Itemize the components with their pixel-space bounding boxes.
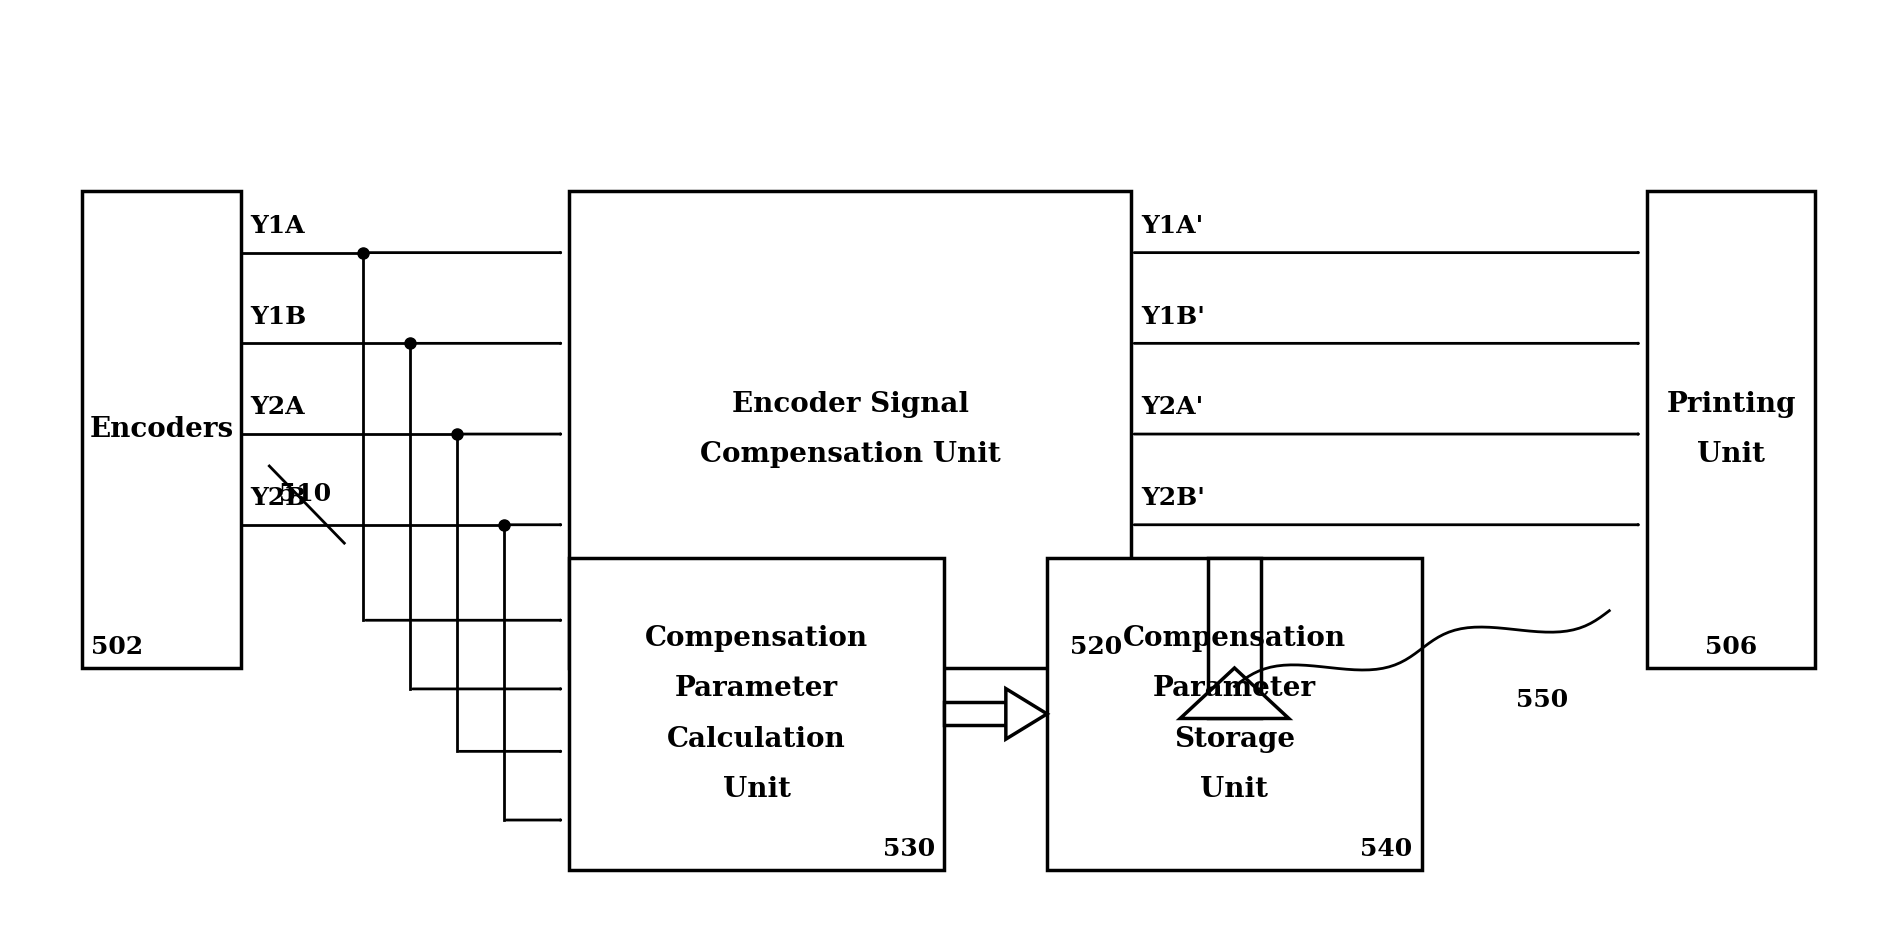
Text: 520: 520 — [1070, 635, 1121, 659]
Text: Compensation: Compensation — [646, 624, 868, 651]
Bar — [1208, 558, 1261, 719]
Text: Printing: Printing — [1667, 391, 1795, 418]
Bar — [1646, 190, 1816, 668]
Text: Y2A: Y2A — [251, 395, 306, 419]
Bar — [568, 558, 944, 870]
Text: Parameter: Parameter — [676, 675, 838, 702]
Polygon shape — [1180, 668, 1290, 719]
Polygon shape — [1006, 689, 1048, 739]
Text: Y1A': Y1A' — [1140, 214, 1203, 238]
Bar — [1048, 558, 1422, 870]
Bar — [568, 190, 1131, 668]
Text: Unit: Unit — [723, 776, 791, 803]
Text: 540: 540 — [1361, 837, 1412, 861]
Text: 530: 530 — [882, 837, 935, 861]
Text: Y1B: Y1B — [251, 305, 308, 329]
Text: 506: 506 — [1705, 635, 1758, 659]
Text: Y2A': Y2A' — [1140, 395, 1203, 419]
Text: Compensation Unit: Compensation Unit — [700, 441, 1001, 468]
Text: 502: 502 — [91, 635, 143, 659]
Text: Y1B': Y1B' — [1140, 305, 1205, 329]
Bar — [81, 190, 242, 668]
Text: Compensation: Compensation — [1123, 624, 1346, 651]
Text: Unit: Unit — [1697, 441, 1765, 468]
Text: Y2B: Y2B — [251, 487, 308, 510]
Text: Unit: Unit — [1201, 776, 1269, 803]
Text: Y1A: Y1A — [251, 214, 306, 238]
Text: 510: 510 — [279, 482, 330, 505]
Text: Storage: Storage — [1174, 726, 1295, 753]
Text: 550: 550 — [1516, 688, 1567, 712]
Text: Y2B': Y2B' — [1140, 487, 1205, 510]
Text: Encoders: Encoders — [89, 416, 234, 443]
Text: Calculation: Calculation — [666, 726, 846, 753]
Text: Parameter: Parameter — [1154, 675, 1316, 702]
Text: Encoder Signal: Encoder Signal — [733, 391, 969, 418]
Bar — [944, 703, 1006, 725]
